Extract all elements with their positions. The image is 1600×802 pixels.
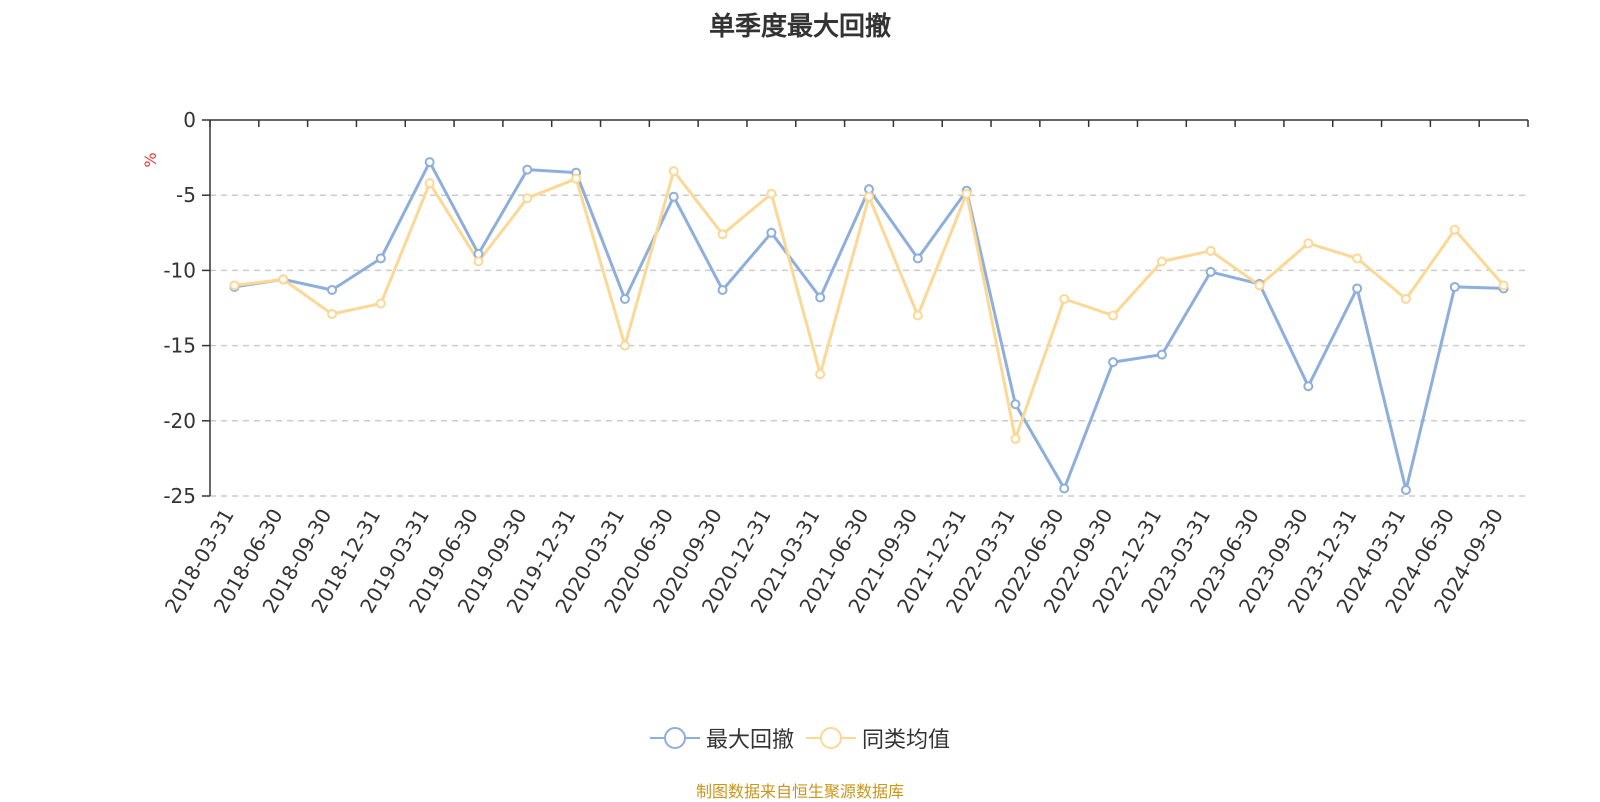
data-point-1 — [1059, 293, 1070, 304]
data-point-0 — [766, 227, 777, 238]
data-point-0 — [1010, 399, 1021, 410]
data-point-0 — [1205, 266, 1216, 277]
data-point-0 — [1352, 283, 1363, 294]
data-point-1 — [1205, 245, 1216, 256]
data-point-0 — [912, 253, 923, 264]
y-tick-label: -10 — [163, 258, 196, 282]
y-tick-label: 0 — [183, 108, 196, 132]
data-source-note: 制图数据来自恒生聚源数据库 — [695, 782, 904, 801]
legend-item-max-drawdown[interactable]: 最大回撤 — [649, 722, 794, 754]
y-tick-label: -15 — [163, 334, 196, 358]
data-point-0 — [327, 284, 338, 295]
data-point-0 — [1449, 281, 1460, 292]
data-point-0 — [668, 191, 679, 202]
data-point-0 — [815, 292, 826, 303]
data-point-0 — [619, 293, 630, 304]
data-point-1 — [1156, 256, 1167, 267]
legend-label-peer-average: 同类均值 — [862, 728, 951, 753]
data-point-1 — [229, 280, 240, 291]
data-point-1 — [278, 274, 289, 285]
data-point-1 — [424, 178, 435, 189]
data-point-1 — [375, 298, 386, 309]
data-point-1 — [1010, 433, 1021, 444]
data-point-1 — [1352, 253, 1363, 264]
data-point-1 — [1108, 310, 1119, 321]
data-point-1 — [571, 173, 582, 184]
data-point-1 — [668, 166, 679, 177]
data-point-1 — [1498, 280, 1509, 291]
data-point-1 — [815, 369, 826, 380]
data-point-1 — [912, 310, 923, 321]
legend-label-max-drawdown: 最大回撤 — [705, 728, 794, 753]
data-point-0 — [1303, 381, 1314, 392]
data-point-1 — [1449, 224, 1460, 235]
data-point-0 — [717, 284, 728, 295]
data-point-1 — [864, 191, 874, 202]
y-tick-label: -25 — [163, 484, 196, 508]
data-point-1 — [473, 256, 484, 267]
data-point-0 — [375, 253, 386, 264]
data-point-0 — [424, 157, 435, 168]
series-line-0 — [234, 160, 1504, 492]
data-point-0 — [522, 164, 533, 175]
data-point-1 — [522, 193, 533, 204]
data-point-1 — [717, 229, 728, 240]
legend-item-peer-average[interactable]: 同类均值 — [806, 722, 950, 754]
data-point-0 — [1156, 349, 1167, 360]
data-point-1 — [766, 188, 777, 199]
y-axis-unit-label: % — [141, 152, 160, 167]
data-point-0 — [1059, 483, 1070, 494]
data-point-0 — [1108, 357, 1119, 368]
data-point-1 — [1254, 280, 1265, 291]
data-point-1 — [1303, 238, 1314, 249]
chart-title: 单季度最大回撤 — [708, 12, 891, 42]
y-tick-label: -5 — [176, 183, 196, 207]
data-point-1 — [327, 309, 338, 320]
y-tick-label: -20 — [163, 409, 196, 433]
legend-marker-max-drawdown-icon — [649, 727, 700, 749]
legend-marker-peer-average-icon — [806, 727, 856, 749]
data-point-1 — [961, 188, 972, 199]
legend: 最大回撤 同类均值 — [0, 722, 1600, 754]
data-point-1 — [1400, 293, 1411, 304]
data-point-1 — [619, 340, 630, 351]
series-line-1 — [234, 169, 1505, 441]
data-point-0 — [1400, 484, 1411, 495]
